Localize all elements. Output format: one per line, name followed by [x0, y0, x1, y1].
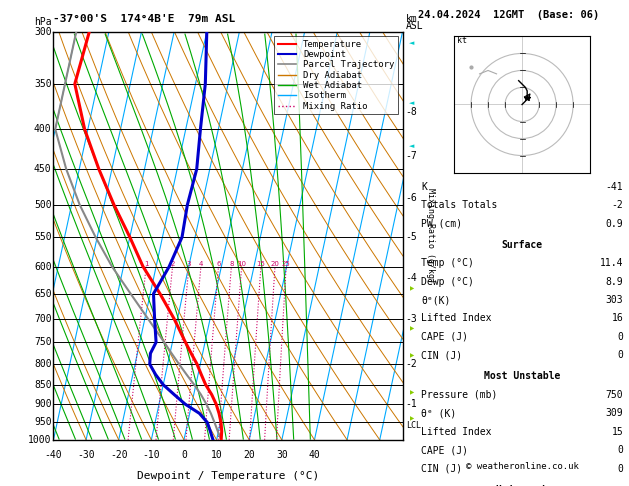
Text: 0: 0 [618, 350, 623, 361]
Text: PW (cm): PW (cm) [421, 219, 462, 229]
Legend: Temperature, Dewpoint, Parcel Trajectory, Dry Adiabat, Wet Adiabat, Isotherm, Mi: Temperature, Dewpoint, Parcel Trajectory… [274, 36, 398, 114]
Text: θᵉ (K): θᵉ (K) [421, 408, 457, 418]
Text: Hodograph: Hodograph [496, 485, 548, 486]
Text: km: km [406, 14, 418, 24]
Text: 300: 300 [34, 27, 52, 36]
Text: Lifted Index: Lifted Index [421, 313, 492, 324]
Text: 500: 500 [34, 200, 52, 210]
Text: 950: 950 [34, 417, 52, 428]
Text: 1: 1 [144, 260, 148, 267]
Text: 15: 15 [257, 260, 265, 267]
Text: 0: 0 [618, 332, 623, 342]
Text: K: K [421, 182, 427, 192]
Text: -37°00'S  174°4B'E  79m ASL: -37°00'S 174°4B'E 79m ASL [53, 14, 236, 24]
Text: ASL: ASL [406, 20, 423, 31]
Text: 2: 2 [170, 260, 175, 267]
Text: Pressure (mb): Pressure (mb) [421, 390, 498, 400]
Text: -1: -1 [406, 399, 418, 409]
Text: CIN (J): CIN (J) [421, 350, 462, 361]
Text: -2: -2 [611, 200, 623, 210]
Text: CAPE (J): CAPE (J) [421, 332, 469, 342]
Text: -7: -7 [406, 151, 418, 161]
Text: LCL: LCL [406, 421, 421, 431]
Text: -10: -10 [143, 450, 160, 460]
Text: Lifted Index: Lifted Index [421, 427, 492, 437]
Text: θᵉ(K): θᵉ(K) [421, 295, 451, 305]
Text: Dewpoint / Temperature (°C): Dewpoint / Temperature (°C) [137, 471, 319, 482]
Text: 1000: 1000 [28, 435, 52, 445]
Text: 900: 900 [34, 399, 52, 409]
Text: Surface: Surface [501, 240, 543, 250]
Text: 8: 8 [229, 260, 233, 267]
Text: -30: -30 [77, 450, 95, 460]
Text: 0: 0 [618, 445, 623, 455]
Text: 15: 15 [611, 427, 623, 437]
Text: 600: 600 [34, 261, 52, 272]
Text: ▶: ▶ [410, 353, 414, 358]
Text: Dewp (°C): Dewp (°C) [421, 277, 474, 287]
Text: 0: 0 [181, 450, 187, 460]
Text: 24.04.2024  12GMT  (Base: 06): 24.04.2024 12GMT (Base: 06) [418, 10, 599, 20]
Text: 750: 750 [606, 390, 623, 400]
Text: ▶: ▶ [410, 286, 414, 291]
Text: Temp (°C): Temp (°C) [421, 258, 474, 268]
Text: -41: -41 [606, 182, 623, 192]
Text: ▶: ▶ [410, 390, 414, 395]
Text: 20: 20 [270, 260, 279, 267]
Text: 350: 350 [34, 79, 52, 89]
Text: 0.9: 0.9 [606, 219, 623, 229]
Text: 850: 850 [34, 380, 52, 390]
Text: Totals Totals: Totals Totals [421, 200, 498, 210]
Text: 800: 800 [34, 359, 52, 369]
Text: Mixing Ratio (g/kg): Mixing Ratio (g/kg) [426, 188, 435, 283]
Text: 30: 30 [276, 450, 287, 460]
Text: 6: 6 [216, 260, 221, 267]
Text: Most Unstable: Most Unstable [484, 371, 560, 382]
Text: kt: kt [457, 36, 467, 45]
Text: 309: 309 [606, 408, 623, 418]
Text: -2: -2 [406, 359, 418, 369]
Text: -20: -20 [110, 450, 128, 460]
Text: ◄: ◄ [409, 40, 415, 46]
Text: -6: -6 [406, 193, 418, 203]
Text: 16: 16 [611, 313, 623, 324]
Text: 4: 4 [199, 260, 203, 267]
Text: CAPE (J): CAPE (J) [421, 445, 469, 455]
Text: 25: 25 [282, 260, 291, 267]
Text: CIN (J): CIN (J) [421, 464, 462, 474]
Text: 40: 40 [309, 450, 320, 460]
Text: 10: 10 [211, 450, 223, 460]
Text: 750: 750 [34, 337, 52, 347]
Text: 10: 10 [237, 260, 246, 267]
Text: 11.4: 11.4 [600, 258, 623, 268]
Text: 8.9: 8.9 [606, 277, 623, 287]
Text: ▶: ▶ [410, 417, 414, 421]
Text: -4: -4 [406, 273, 418, 283]
Text: 400: 400 [34, 124, 52, 134]
Text: ▶: ▶ [410, 326, 414, 331]
Text: © weatheronline.co.uk: © weatheronline.co.uk [465, 462, 579, 471]
Text: -5: -5 [406, 232, 418, 242]
Text: 20: 20 [243, 450, 255, 460]
Text: 550: 550 [34, 232, 52, 242]
Text: -40: -40 [45, 450, 62, 460]
Text: 0: 0 [618, 464, 623, 474]
Text: hPa: hPa [34, 17, 52, 27]
Text: 650: 650 [34, 289, 52, 299]
Text: ◄: ◄ [409, 100, 415, 105]
Text: 450: 450 [34, 164, 52, 174]
Text: -3: -3 [406, 314, 418, 324]
Text: 3: 3 [187, 260, 191, 267]
Text: 700: 700 [34, 314, 52, 324]
Text: -8: -8 [406, 107, 418, 117]
Text: ◄: ◄ [409, 143, 415, 149]
Text: 303: 303 [606, 295, 623, 305]
